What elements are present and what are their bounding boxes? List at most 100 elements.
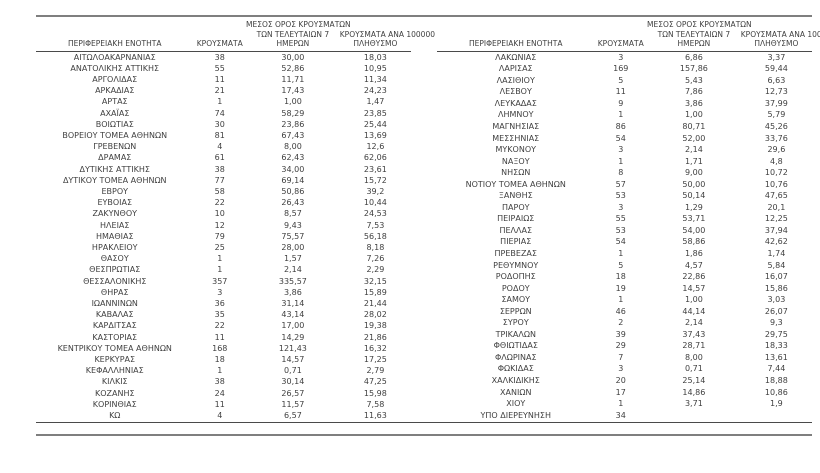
avg7-cell: 62,43 xyxy=(281,153,305,163)
per100k-cell: 10,72 xyxy=(764,168,788,178)
avg7-cell: 3,71 xyxy=(684,399,703,409)
avg7-cell: 0,71 xyxy=(283,366,302,376)
table-row: ΑΡΓΟΛΙΔΑΣ 11 11,71 11,34 xyxy=(36,74,411,85)
region-name-cell: ΚΟΖΑΝΗΣ xyxy=(94,388,135,398)
region-name-cell: ΣΕΡΡΩΝ xyxy=(499,306,532,316)
table-row: ΚΟΖΑΝΗΣ 24 26,57 15,98 xyxy=(36,388,411,399)
cases-cell: 38 xyxy=(214,377,225,387)
per100k-cell: 25,44 xyxy=(363,119,387,129)
region-name-cell: ΘΗΡΑΣ xyxy=(100,287,129,297)
avg7-cell: 3,86 xyxy=(684,98,703,108)
table-row: ΑΝΑΤΟΛΙΚΗΣ ΑΤΤΙΚΗΣ 55 52,86 10,95 xyxy=(36,63,411,74)
region-name-cell: ΘΕΣΠΡΩΤΙΑΣ xyxy=(89,265,141,275)
avg7-cell: 4,57 xyxy=(684,260,703,270)
table-row: ΜΑΓΝΗΣΙΑΣ 86 80,71 45,26 xyxy=(437,121,812,133)
cases-cell: 11 xyxy=(214,332,225,342)
per100k-cell: 15,72 xyxy=(363,175,387,185)
cases-cell: 38 xyxy=(214,52,225,62)
region-name-cell: ΚΕΝΤΡΙΚΟΥ ΤΟΜΕΑ ΑΘΗΝΩΝ xyxy=(57,343,172,353)
per100k-cell: 20,1 xyxy=(767,202,786,212)
avg7-cell: 157,86 xyxy=(679,64,708,74)
cases-cell: 55 xyxy=(214,63,225,73)
table-row: ΧΙΟΥ 1 3,71 1,9 xyxy=(437,398,812,410)
avg7-cell: 30,00 xyxy=(281,52,305,62)
avg7-cell: 9,43 xyxy=(283,220,302,230)
cases-cell: 77 xyxy=(214,175,225,185)
cases-cell: 9 xyxy=(618,98,624,108)
table-row: ΗΛΕΙΑΣ 12 9,43 7,53 xyxy=(36,220,411,231)
table-row: ΑΧΑΪΑΣ 74 58,29 23,85 xyxy=(36,108,411,119)
column-header-region: ΠΕΡΙΦΕΡΕΙΑΚΗ ΕΝΟΤΗΤΑ xyxy=(36,20,194,52)
region-name-cell: ΛΑΣΙΘΙΟΥ xyxy=(496,75,535,85)
avg7-cell: 22,86 xyxy=(682,272,706,282)
region-name-cell: ΑΡΚΑΔΙΑΣ xyxy=(95,86,135,96)
per100k-cell: 18,33 xyxy=(764,341,788,351)
bottom-thin-rule xyxy=(36,422,812,424)
column-header-cases: ΚΡΟΥΣΜΑΤΑ xyxy=(193,20,246,52)
region-name-cell: ΗΜΑΘΙΑΣ xyxy=(95,231,134,241)
per100k-cell: 12,73 xyxy=(764,87,788,97)
avg7-cell: 1,71 xyxy=(684,156,703,166)
per100k-cell: 10,44 xyxy=(363,198,387,208)
region-name-cell: ΚΑΣΤΟΡΙΑΣ xyxy=(92,332,138,342)
region-name-cell: ΜΕΣΣΗΝΙΑΣ xyxy=(492,133,540,143)
cases-cell: 86 xyxy=(615,121,626,131)
table-row: ΞΑΝΘΗΣ 53 50,14 47,65 xyxy=(437,190,812,202)
cases-cell: 53 xyxy=(615,191,626,201)
table-row: ΚΟΡΙΝΘΙΑΣ 11 11,57 7,58 xyxy=(36,399,411,410)
avg7-cell: 25,14 xyxy=(682,376,706,385)
cases-cell: 3 xyxy=(618,52,624,62)
avg7-cell: 2,14 xyxy=(684,145,703,155)
region-name-cell: ΞΑΝΘΗΣ xyxy=(498,191,533,201)
region-name-cell: ΔΥΤΙΚΟΥ ΤΟΜΕΑ ΑΘΗΝΩΝ xyxy=(62,175,167,185)
region-name-cell: ΚΟΡΙΝΘΙΑΣ xyxy=(92,399,137,409)
per100k-cell: 16,32 xyxy=(363,343,387,353)
avg7-cell: 43,14 xyxy=(281,310,305,320)
cases-cell: 54 xyxy=(615,237,626,247)
cases-cell: 53 xyxy=(615,225,626,235)
table-row: ΑΡΚΑΔΙΑΣ 21 17,43 24,23 xyxy=(36,85,411,96)
per100k-cell: 7,44 xyxy=(767,364,786,374)
column-header-region: ΠΕΡΙΦΕΡΕΙΑΚΗ ΕΝΟΤΗΤΑ xyxy=(437,20,595,52)
cases-cell: 1 xyxy=(618,248,624,258)
column-header-avg7-line2: ΤΩΝ ΤΕΛΕΥΤΑΙΩΝ 7 xyxy=(657,29,731,39)
cases-cell: 4 xyxy=(217,142,223,152)
region-name-cell: ΠΑΡΟΥ xyxy=(502,202,530,212)
region-name-cell: ΒΟΙΩΤΙΑΣ xyxy=(95,119,134,129)
table-row: ΛΑΣΙΘΙΟΥ 5 5,43 6,63 xyxy=(437,75,812,87)
cases-cell: 54 xyxy=(615,133,626,143)
table-row: ΚΑΡΔΙΤΣΑΣ 22 17,00 19,38 xyxy=(36,320,411,331)
region-name-cell: ΔΡΑΜΑΣ xyxy=(98,153,132,163)
per100k-cell: 62,06 xyxy=(363,153,387,163)
avg7-cell: 8,00 xyxy=(684,352,703,362)
table-row: ΚΑΣΤΟΡΙΑΣ 11 14,29 21,86 xyxy=(36,332,411,343)
table-columns-wrapper: ΠΕΡΙΦΕΡΕΙΑΚΗ ΕΝΟΤΗΤΑ ΚΡΟΥΣΜΑΤΑ ΜΕΣΟΣ ΟΡΟ… xyxy=(36,20,820,421)
table-row: ΖΑΚΥΝΘΟΥ 10 8,57 24,53 xyxy=(36,208,411,219)
per100k-cell: 13,61 xyxy=(764,352,788,362)
cases-cell: 46 xyxy=(615,306,626,316)
avg7-cell: 9,00 xyxy=(684,168,703,178)
column-header-cases: ΚΡΟΥΣΜΑΤΑ xyxy=(594,20,647,52)
region-name-cell: ΜΥΚΟΝΟΥ xyxy=(495,145,537,155)
avg7-cell: 335,57 xyxy=(278,276,307,286)
table-row: ΚΕΝΤΡΙΚΟΥ ΤΟΜΕΑ ΑΘΗΝΩΝ 168 121,43 16,32 xyxy=(36,343,411,354)
table-row: ΘΕΣΣΑΛΟΝΙΚΗΣ 357 335,57 32,15 xyxy=(36,276,411,287)
avg7-cell: 8,00 xyxy=(283,142,302,152)
cases-cell: 38 xyxy=(214,164,225,174)
table-row: ΧΑΛΚΙΔΙΚΗΣ 20 25,14 18,88 xyxy=(437,375,812,387)
avg7-cell: 7,86 xyxy=(684,87,703,97)
region-name-cell: ΧΙΟΥ xyxy=(506,399,526,409)
cases-cell: 18 xyxy=(615,272,626,282)
column-header-per100k-line1: ΚΡΟΥΣΜΑΤΑ ΑΝΑ 100000 xyxy=(740,29,820,39)
avg7-cell: 2,14 xyxy=(684,318,703,328)
avg7-cell: 34,00 xyxy=(281,164,305,174)
column-header-avg7-line3: ΗΜΕΡΩΝ xyxy=(276,39,310,48)
cases-cell: 21 xyxy=(214,86,225,96)
column-header-avg7-line1: ΜΕΣΟΣ ΟΡΟΣ ΚΡΟΥΣΜΑΤΩΝ xyxy=(647,20,752,29)
cases-cell: 1 xyxy=(618,110,624,120)
region-name-cell: ΦΛΩΡΙΝΑΣ xyxy=(494,352,537,362)
avg7-cell: 1,86 xyxy=(684,248,703,258)
table-row: ΔΥΤΙΚΗΣ ΑΤΤΙΚΗΣ 38 34,00 23,61 xyxy=(36,164,411,175)
cases-cell: 61 xyxy=(214,153,225,163)
